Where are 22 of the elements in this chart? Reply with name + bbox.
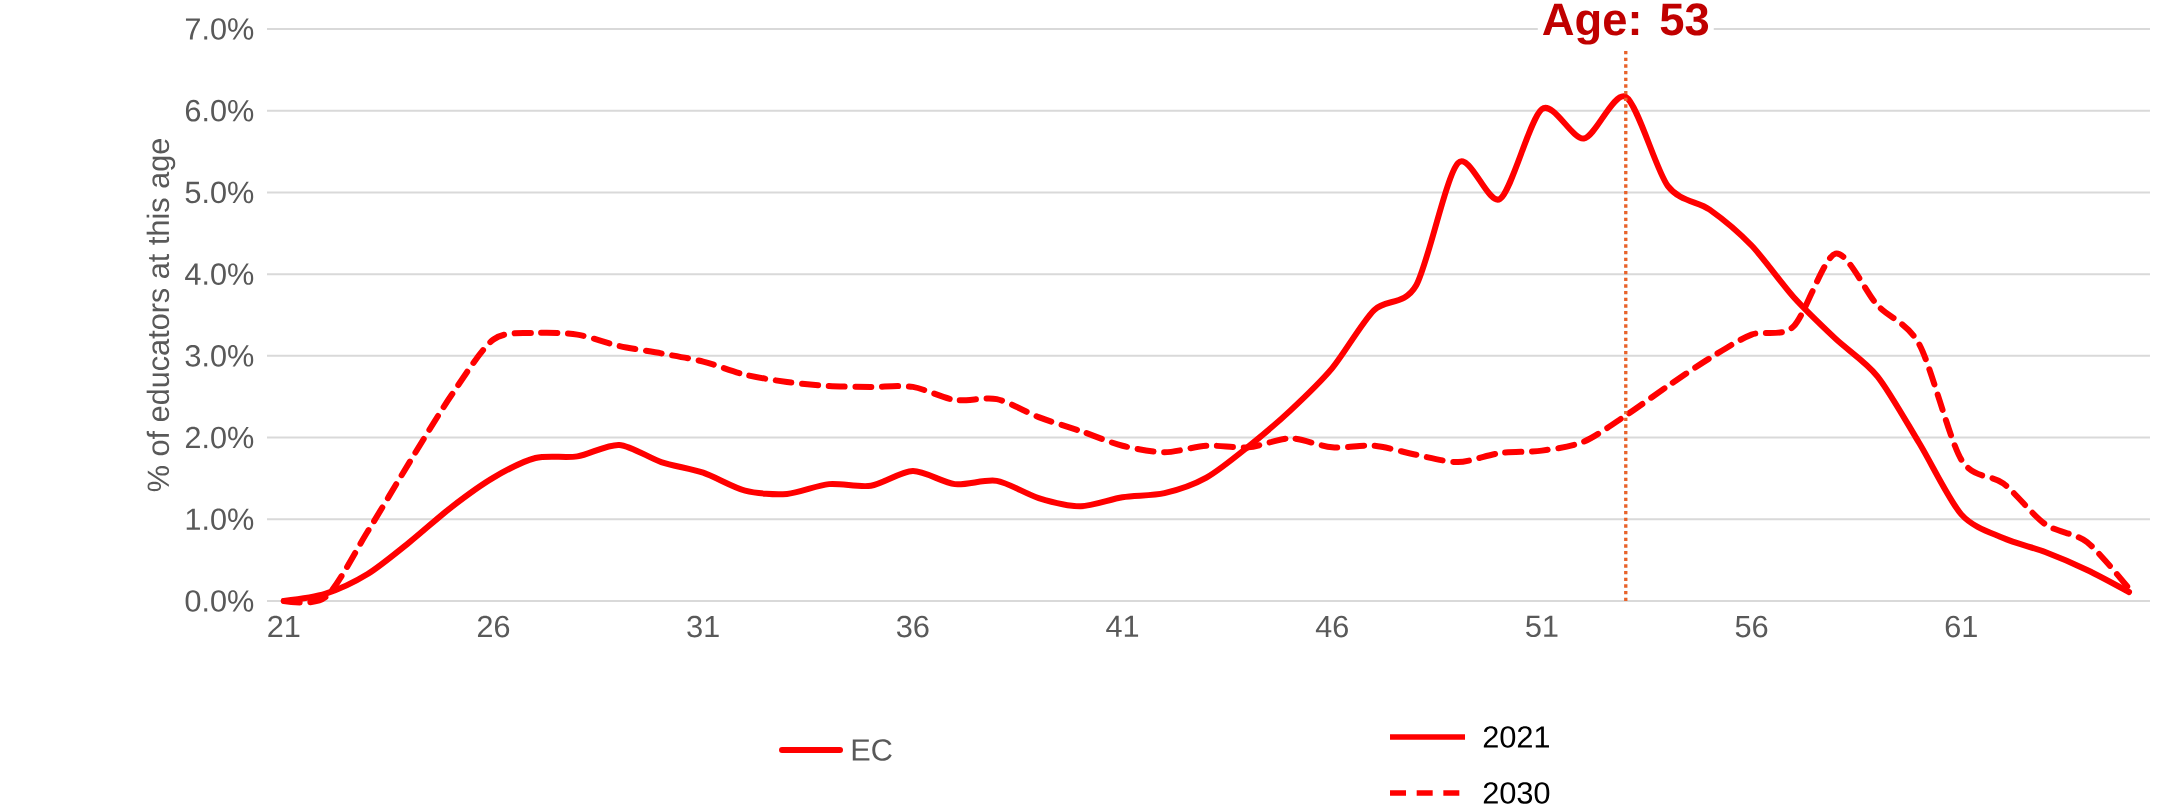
ref-line-label: Age: 53 xyxy=(1542,3,1709,45)
x-tick-label: 26 xyxy=(477,615,510,638)
x-tick-label: 21 xyxy=(268,615,300,638)
x-tick-label: 46 xyxy=(1315,615,1348,638)
x-tick-label: 41 xyxy=(1106,615,1139,637)
x-tick-label: 56 xyxy=(1735,615,1768,638)
y-tick-label: 5.0% xyxy=(185,181,254,204)
x-tick-label: 36 xyxy=(896,615,929,638)
y-tick-label: 7.0% xyxy=(185,18,254,40)
y-tick-label: 1.0% xyxy=(186,508,254,531)
y-tick-label: 2.0% xyxy=(185,426,254,449)
legend-title: EC xyxy=(852,739,892,761)
x-tick-label: 51 xyxy=(1526,615,1558,638)
legend-label: 2021 xyxy=(1483,726,1549,748)
y-tick-label: 0.0% xyxy=(185,590,254,612)
x-tick-label: 31 xyxy=(687,615,719,638)
y-tick-label: 4.0% xyxy=(185,263,254,285)
x-tick-label: 61 xyxy=(1945,615,1977,638)
legend-label: 2030 xyxy=(1483,782,1550,804)
y-tick-label: 3.0% xyxy=(185,344,254,367)
y-axis-title: % of educators at this age xyxy=(146,139,176,492)
y-tick-label: 6.0% xyxy=(185,99,254,122)
